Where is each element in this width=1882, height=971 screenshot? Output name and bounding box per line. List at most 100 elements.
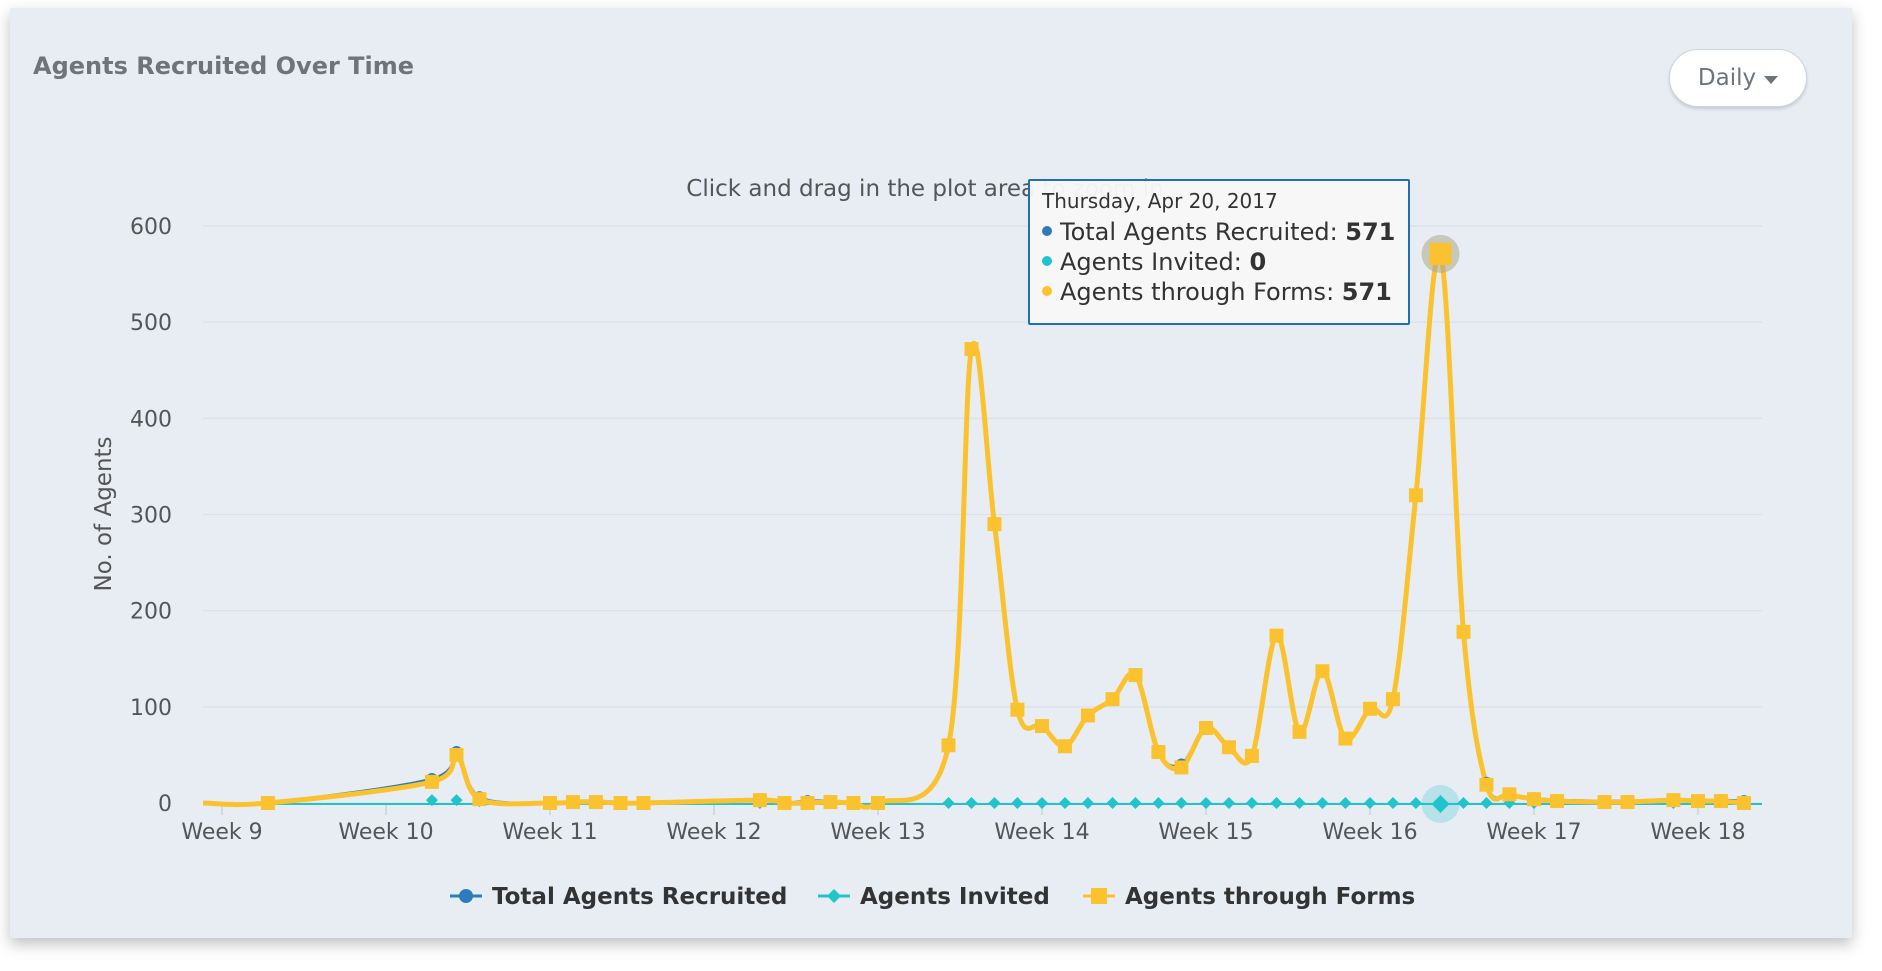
point-agents-invited: [1129, 797, 1142, 809]
point-agents-through-forms: [543, 796, 557, 810]
y-tick-label: 0: [158, 792, 172, 817]
series-line-total-agents-recruited: [202, 250, 1744, 809]
x-tick-label: Week 9: [181, 820, 262, 845]
tooltip-label: Agents Invited:: [1060, 248, 1250, 276]
point-agents-through-forms: [424, 774, 439, 789]
point-agents-through-forms: [1151, 745, 1166, 760]
tooltip-dot-total: [1042, 226, 1052, 236]
point-agents-invited: [1386, 797, 1399, 809]
point-agents-through-forms: [1736, 796, 1751, 810]
point-agents-through-forms: [1338, 731, 1353, 746]
x-tick-label: Week 14: [994, 820, 1089, 845]
point-agents-through-forms: [1456, 624, 1471, 639]
point-agents-through-forms: [1363, 701, 1377, 716]
x-tick-label: Week 18: [1650, 820, 1745, 845]
tooltip-dot-forms: [1042, 286, 1052, 296]
point-agents-through-forms: [1385, 692, 1400, 707]
point-agents-through-forms: [1691, 794, 1705, 809]
point-agents-through-forms: [1010, 702, 1025, 717]
y-tick-label: 400: [130, 407, 172, 432]
legend-item[interactable]: Total Agents Recruited: [492, 884, 787, 910]
hover-point: [1429, 242, 1452, 265]
tooltip-value: 571: [1345, 218, 1396, 246]
hover-point: [1431, 795, 1450, 813]
tooltip-label: Agents through Forms:: [1060, 278, 1342, 306]
tooltip-row: Total Agents Recruited: 571: [1042, 217, 1396, 247]
tooltip-value: 571: [1341, 278, 1392, 306]
interval-dropdown[interactable]: Daily: [1669, 49, 1807, 107]
point-agents-through-forms: [1713, 794, 1728, 809]
y-tick-label: 600: [130, 215, 172, 240]
point-agents-through-forms: [1244, 748, 1259, 763]
point-agents-invited: [942, 797, 955, 809]
point-agents-invited: [988, 797, 1001, 809]
tooltip-dot-invited: [1042, 256, 1052, 266]
interval-dropdown-label: Daily: [1697, 65, 1757, 91]
point-agents-through-forms: [777, 796, 792, 810]
point-agents-invited: [1222, 797, 1235, 809]
legend-symbol: [459, 889, 473, 903]
point-agents-through-forms: [941, 738, 956, 753]
point-agents-invited: [1245, 797, 1258, 809]
point-agents-through-forms: [1080, 708, 1095, 723]
point-agents-invited: [1409, 797, 1422, 809]
point-agents-through-forms: [449, 747, 464, 762]
tooltip-date: Thursday, Apr 20, 2017: [1042, 189, 1278, 213]
point-agents-through-forms: [1527, 792, 1541, 807]
point-agents-through-forms: [1174, 760, 1189, 775]
point-agents-invited: [965, 797, 978, 809]
point-agents-through-forms: [823, 795, 838, 810]
point-agents-through-forms: [1549, 794, 1564, 809]
legend-item[interactable]: Agents through Forms: [1125, 884, 1415, 910]
point-agents-invited: [1457, 797, 1470, 809]
point-agents-through-forms: [1408, 488, 1423, 503]
y-axis-title: No. of Agents: [91, 436, 117, 591]
point-agents-through-forms: [588, 795, 603, 810]
point-agents-invited: [1293, 797, 1306, 809]
point-agents-through-forms: [260, 796, 275, 810]
y-tick-label: 300: [130, 504, 172, 529]
point-agents-through-forms: [964, 342, 979, 357]
x-tick-label: Week 16: [1322, 820, 1417, 845]
point-agents-through-forms: [565, 795, 580, 810]
point-agents-invited: [1175, 797, 1188, 809]
point-agents-through-forms: [752, 793, 767, 808]
point-agents-through-forms: [1128, 668, 1143, 683]
point-agents-through-forms: [987, 517, 1002, 532]
point-agents-through-forms: [472, 792, 487, 807]
point-agents-invited: [1058, 797, 1071, 809]
point-agents-through-forms: [636, 796, 651, 810]
chart-card: [10, 8, 1852, 938]
legend-symbol: [827, 889, 841, 903]
y-tick-label: 500: [130, 311, 172, 336]
point-agents-through-forms: [1666, 793, 1681, 808]
point-agents-through-forms: [1502, 787, 1517, 802]
x-tick-label: Week 12: [666, 820, 761, 845]
tooltip-row: Agents Invited: 0: [1042, 247, 1396, 277]
y-tick-label: 200: [130, 600, 172, 625]
x-tick-label: Week 13: [830, 820, 925, 845]
point-agents-through-forms: [800, 796, 815, 810]
point-agents-invited: [1152, 797, 1165, 809]
legend-item[interactable]: Agents Invited: [860, 884, 1050, 910]
point-agents-through-forms: [1597, 795, 1612, 810]
point-agents-through-forms: [1620, 795, 1635, 810]
point-agents-through-forms: [1292, 724, 1307, 739]
point-agents-through-forms: [1105, 692, 1120, 707]
x-tick-label: Week 11: [502, 820, 597, 845]
point-agents-through-forms: [846, 796, 861, 810]
x-tick-label: Week 15: [1158, 820, 1253, 845]
point-agents-invited: [1364, 797, 1376, 809]
point-agents-invited: [1106, 797, 1119, 809]
x-tick-label: Week 10: [338, 820, 433, 845]
point-agents-through-forms: [1199, 720, 1213, 735]
point-agents-through-forms: [1035, 719, 1049, 734]
point-agents-invited: [1200, 797, 1212, 809]
point-agents-invited: [1316, 797, 1329, 809]
point-agents-invited: [425, 794, 438, 807]
point-agents-through-forms: [1315, 664, 1330, 679]
point-agents-invited: [1339, 797, 1352, 809]
x-tick-label: Week 17: [1486, 820, 1581, 845]
chart-title: Agents Recruited Over Time: [33, 52, 415, 80]
